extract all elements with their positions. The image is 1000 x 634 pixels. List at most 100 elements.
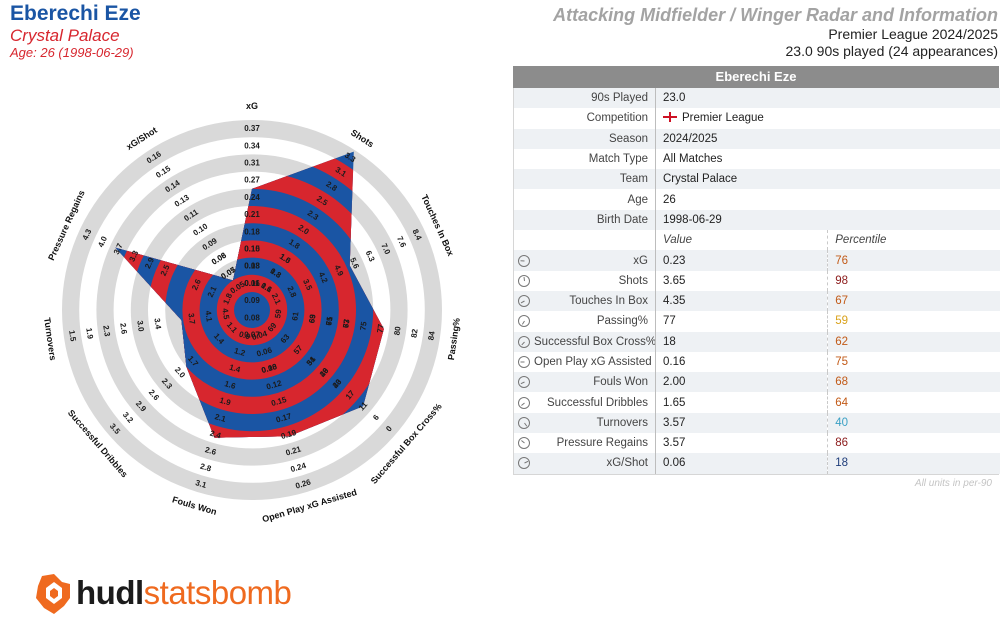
tick-label: 1.4	[228, 363, 242, 375]
axis-label: Fouls Won	[171, 494, 218, 517]
tick-label: 2.5	[159, 263, 172, 277]
info-row-team: Team Crystal Palace	[514, 169, 1000, 190]
tick-label: 6	[371, 412, 381, 422]
metric-value: 2.00	[655, 372, 828, 393]
tick-label: 0.21	[244, 210, 260, 219]
tick-label: 5.6	[348, 256, 361, 270]
percentile-clock-icon	[518, 295, 530, 308]
tick-label: 4.0	[96, 234, 109, 248]
percentile-clock-icon	[518, 315, 530, 328]
info-row-season: Season 2024/2025	[514, 128, 1000, 149]
tick-label: 0.18	[244, 227, 260, 236]
info-value: Premier League	[682, 112, 764, 125]
player-name: Eberechi Eze	[10, 2, 141, 25]
percentile-clock-icon	[518, 437, 530, 450]
info-label: Match Type	[534, 148, 656, 170]
metric-percentile: 76	[827, 250, 1000, 271]
tick-label: 6.3	[364, 249, 377, 263]
tick-label: 1.9	[218, 396, 232, 408]
metric-label: Successful Dribbles	[534, 392, 656, 413]
metric-percentile: 86	[827, 433, 1000, 454]
tick-label: 0.08	[244, 313, 260, 322]
metric-percentile: 64	[827, 392, 1000, 413]
tick-label: 4.2	[317, 271, 330, 285]
percentile-clock-icon	[518, 254, 530, 267]
metric-value: 3.57	[655, 433, 828, 454]
tick-label: 0.24	[290, 461, 308, 474]
axis-label: Passing%	[446, 317, 462, 361]
info-row-age: Age 26	[514, 189, 1000, 210]
tick-label: 0.15	[270, 395, 288, 408]
tick-label: 2.1	[270, 292, 283, 306]
metric-percentile: 59	[827, 311, 1000, 332]
tick-label: 7.0	[379, 242, 392, 256]
info-row-birth-date: Birth Date 1998-06-29	[514, 209, 1000, 231]
info-value: 1998-06-29	[663, 213, 722, 226]
metric-row-touches-in-box: Touches In Box 4.35 67	[514, 290, 1000, 312]
info-label: Competition	[534, 108, 656, 129]
metric-label: Touches In Box	[534, 290, 656, 312]
tick-label: 4.1	[203, 310, 214, 323]
percentile-clock-icon	[518, 355, 530, 368]
axis-label: Turnovers	[42, 317, 58, 361]
metric-row-xg: xG 0.23 76	[514, 250, 1000, 271]
tick-label: 0.27	[244, 176, 260, 185]
axis-label: xG	[246, 101, 258, 111]
tick-label: 0.09	[244, 296, 260, 305]
metric-row-turnovers: Turnovers 3.57 40	[514, 412, 1000, 434]
metric-label: Successful Box Cross%	[534, 331, 656, 352]
tick-label: 1.6	[223, 379, 237, 391]
tick-label: 1.8	[221, 291, 234, 305]
metric-row-fouls-won: Fouls Won 2.00 68	[514, 372, 1000, 393]
tick-label: 65	[324, 316, 334, 327]
radar-title: Attacking Midfielder / Winger Radar and …	[553, 5, 998, 25]
metric-value: 0.06	[655, 453, 828, 474]
statsbomb-logo: hudlstatsbomb	[34, 572, 314, 616]
tick-label: 80	[392, 325, 402, 336]
tick-label: 0.10	[260, 362, 278, 375]
tick-label: 0.11	[244, 279, 260, 288]
tick-label: 63	[307, 313, 317, 324]
tick-label: 2.6	[204, 445, 218, 457]
info-label: Team	[534, 169, 656, 190]
metric-percentile: 67	[827, 290, 1000, 312]
value-percentile-header: Value Percentile	[514, 230, 1000, 251]
value-header: Value	[655, 230, 828, 251]
tick-label: 0.24	[244, 193, 260, 202]
metric-percentile: 75	[827, 351, 1000, 373]
info-label: 90s Played	[534, 88, 656, 109]
percentile-clock-icon	[518, 335, 530, 348]
metric-label: Turnovers	[534, 412, 656, 434]
info-value: Crystal Palace	[663, 173, 738, 186]
info-value: 2024/2025	[663, 132, 718, 145]
info-label: Age	[534, 189, 656, 210]
tick-label: 2.4	[209, 429, 223, 441]
tick-label: 0.31	[244, 159, 260, 168]
tick-label: 0.26	[294, 477, 312, 490]
tick-label: 2.1	[206, 284, 219, 298]
metric-row-xg-shot: xG/Shot 0.06 18	[514, 453, 1000, 474]
info-panel: Eberechi Eze 90s Played 23.0 Competition Pr…	[513, 66, 1000, 475]
tick-label: 1.5	[67, 330, 78, 343]
tick-label: 0.10	[244, 245, 260, 254]
competition-line: Premier League 2024/2025	[828, 26, 998, 42]
percentile-clock-icon	[518, 457, 530, 470]
metric-percentile: 18	[827, 453, 1000, 474]
metric-row-successful-box-cross: Successful Box Cross% 18 62	[514, 331, 1000, 352]
tick-label: 69	[307, 313, 317, 324]
header-left: Eberechi Eze Crystal Palace Age: 26 (199…	[10, 2, 141, 60]
tick-label: 0.17	[275, 411, 293, 424]
tick-label: 4.3	[81, 227, 94, 241]
tick-label: 3.1	[194, 478, 208, 490]
tick-label: 2.1	[214, 412, 228, 424]
metric-value: 4.35	[655, 290, 828, 312]
tick-label: 2.9	[143, 256, 156, 270]
tick-label: 2.8	[285, 285, 298, 299]
info-value: All Matches	[663, 153, 723, 166]
metric-percentile: 68	[827, 372, 1000, 393]
polygon-core	[234, 292, 270, 328]
tick-label: 2.6	[118, 322, 129, 335]
tick-label: 0.13	[244, 262, 260, 271]
age-line: Age: 26 (1998-06-29)	[10, 45, 134, 60]
metric-label: Pressure Regains	[534, 433, 656, 454]
